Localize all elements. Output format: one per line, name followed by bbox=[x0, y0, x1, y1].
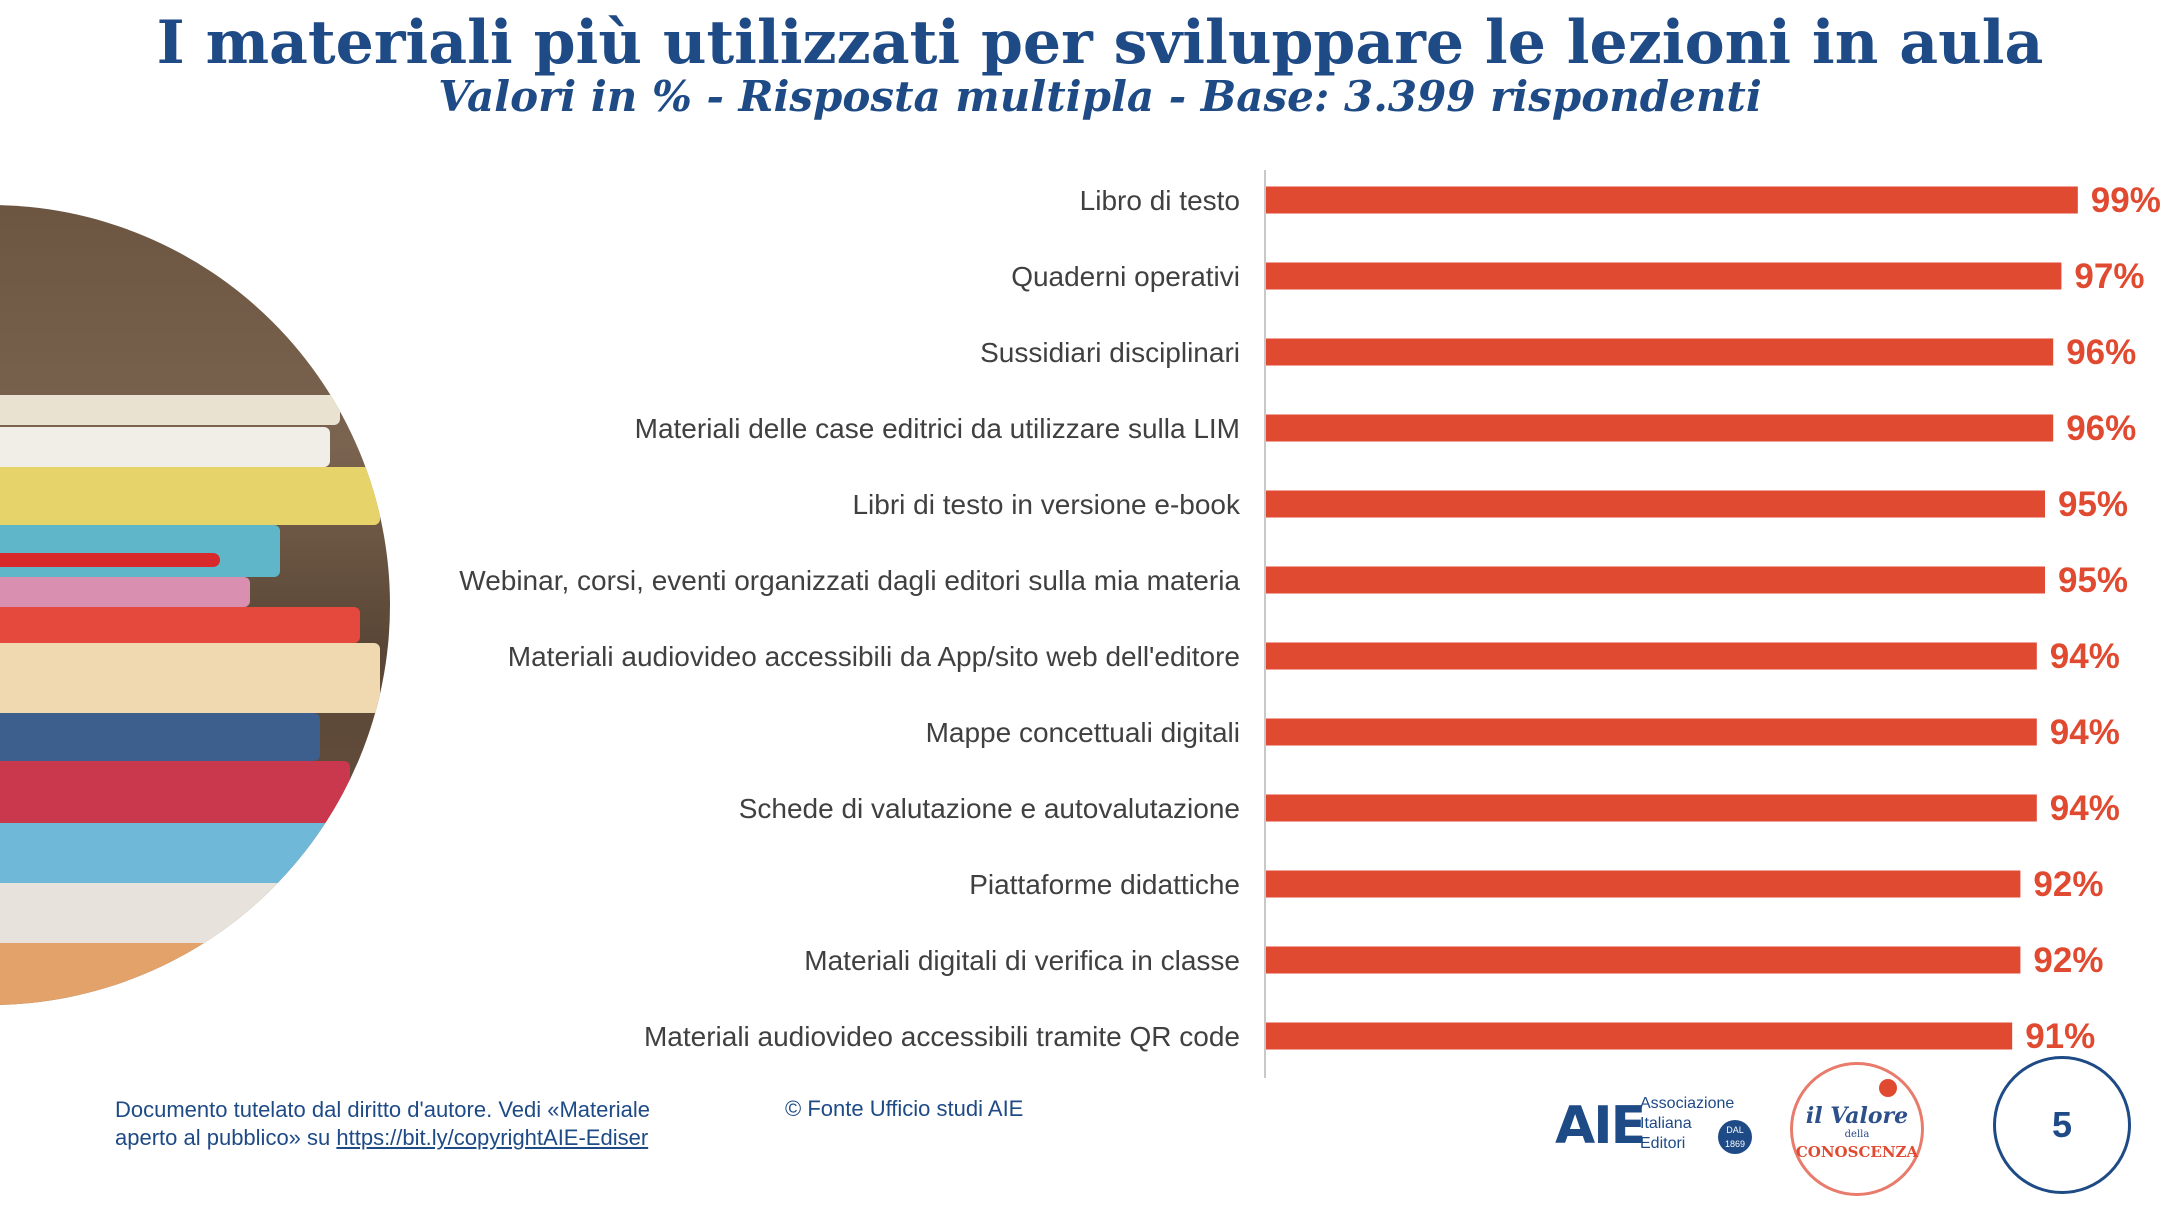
category-label: Sussidiari disciplinari bbox=[980, 337, 1240, 368]
value-label: 95% bbox=[2058, 561, 2128, 600]
aie-logo-text: Associazione Italiana Editori bbox=[1640, 1094, 1734, 1154]
value-label: 92% bbox=[2033, 941, 2103, 980]
bar bbox=[1266, 186, 2078, 214]
copyright-line-1: Documento tutelato dal diritto d'autore.… bbox=[115, 1097, 650, 1122]
aie-logo: AIE Associazione Italiana Editori DAL 18… bbox=[1555, 1092, 1765, 1162]
bar bbox=[1266, 946, 2021, 974]
category-label: Mappe concettuali digitali bbox=[926, 717, 1240, 748]
category-label: Materiali delle case editrici da utilizz… bbox=[635, 413, 1240, 444]
aie-logo-line-1: Associazione bbox=[1640, 1095, 1735, 1112]
value-label: 91% bbox=[2025, 1017, 2095, 1056]
aie-badge: DAL 1869 bbox=[1718, 1120, 1752, 1154]
value-label: 92% bbox=[2033, 865, 2103, 904]
aie-badge-line-1: DAL bbox=[1726, 1125, 1744, 1135]
category-label: Schede di valutazione e autovalutazione bbox=[739, 793, 1240, 824]
bar bbox=[1266, 338, 2054, 366]
aie-logo-mark: AIE bbox=[1555, 1096, 1646, 1156]
category-label: Libri di testo in versione e-book bbox=[852, 489, 1241, 520]
source-note: © Fonte Ufficio studi AIE bbox=[785, 1096, 1024, 1121]
copyright-line-2-text: aperto al pubblico» su bbox=[115, 1125, 337, 1150]
valore-logo-line-1: il Valore bbox=[1805, 1103, 1909, 1129]
copyright-link[interactable]: https://bit.ly/copyrightAIE-Ediser bbox=[336, 1125, 649, 1150]
bar bbox=[1266, 794, 2037, 822]
category-label: Materiali audiovideo accessibili da App/… bbox=[508, 641, 1240, 672]
page-number: 5 bbox=[1993, 1056, 2131, 1194]
value-label: 95% bbox=[2058, 485, 2128, 524]
books-photo bbox=[0, 205, 390, 1005]
value-label: 94% bbox=[2050, 789, 2120, 828]
bar bbox=[1266, 566, 2045, 594]
category-label: Libro di testo bbox=[1080, 185, 1240, 216]
bar bbox=[1266, 870, 2021, 898]
value-label: 94% bbox=[2050, 637, 2120, 676]
category-label: Materiali digitali di verifica in classe bbox=[804, 945, 1240, 976]
aie-logo-line-3: Editori bbox=[1640, 1135, 1686, 1152]
copyright-note: Documento tutelato dal diritto d'autore.… bbox=[115, 1096, 650, 1152]
category-label: Quaderni operativi bbox=[1011, 261, 1240, 292]
bar bbox=[1266, 642, 2037, 670]
category-label: Materiali audiovideo accessibili tramite… bbox=[644, 1021, 1240, 1052]
bar bbox=[1266, 490, 2045, 518]
page-subtitle: Valori in % - Risposta multipla - Base: … bbox=[438, 72, 1762, 121]
aie-badge-line-2: 1869 bbox=[1724, 1139, 1746, 1149]
bar bbox=[1266, 718, 2037, 746]
bar bbox=[1266, 262, 2062, 290]
value-label: 96% bbox=[2066, 409, 2136, 448]
category-label: Webinar, corsi, eventi organizzati dagli… bbox=[459, 565, 1240, 596]
aie-logo-line-2: Italiana bbox=[1640, 1115, 1692, 1132]
value-label: 99% bbox=[2091, 181, 2161, 220]
value-label: 97% bbox=[2074, 257, 2144, 296]
category-label: Piattaforme didattiche bbox=[969, 869, 1240, 900]
logo-dot-icon bbox=[1879, 1079, 1897, 1097]
valore-logo-line-3: CONOSCENZA bbox=[1795, 1143, 1919, 1161]
copyright-line-2: aperto al pubblico» su https://bit.ly/co… bbox=[115, 1124, 650, 1152]
value-label: 94% bbox=[2050, 713, 2120, 752]
page-title: I materiali più utilizzati per sviluppar… bbox=[156, 8, 2044, 78]
bar bbox=[1266, 1022, 2013, 1050]
valore-logo-line-2: della bbox=[1844, 1129, 1870, 1140]
valore-conoscenza-logo: il Valore della CONOSCENZA bbox=[1790, 1062, 1924, 1196]
value-label: 96% bbox=[2066, 333, 2136, 372]
bar bbox=[1266, 414, 2054, 442]
